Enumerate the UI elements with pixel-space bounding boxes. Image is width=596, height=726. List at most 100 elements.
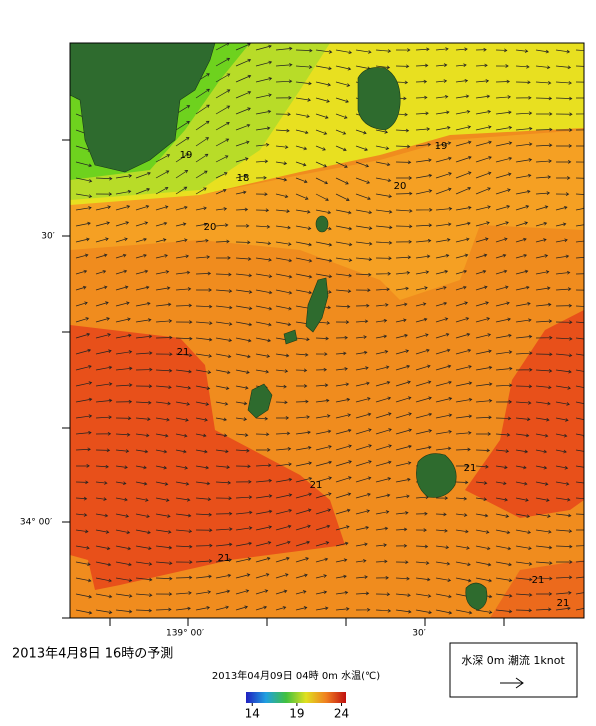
current-arrow (115, 561, 132, 567)
current-arrow (555, 417, 569, 422)
current-arrow (215, 138, 230, 147)
current-arrow (535, 607, 552, 612)
current-arrow (155, 205, 169, 211)
current-arrow (235, 573, 251, 579)
current-arrow (455, 237, 470, 243)
current-arrow (135, 318, 152, 323)
current-arrow (235, 257, 252, 261)
contour-label: 21 (218, 553, 231, 564)
current-arrow (415, 396, 432, 403)
current-arrow (275, 128, 290, 133)
current-arrow (535, 65, 551, 70)
current-arrow (135, 529, 151, 535)
current-arrow (235, 91, 252, 99)
current-arrow (75, 430, 92, 435)
lon-label: 30′ (412, 629, 426, 639)
contour-label: 21 (532, 575, 545, 586)
current-arrow (475, 301, 489, 307)
current-arrow (435, 238, 451, 243)
current-arrow (355, 257, 373, 262)
current-arrow (115, 593, 133, 598)
current-arrow (155, 401, 171, 406)
current-arrow (355, 303, 370, 308)
current-arrow (335, 129, 347, 135)
current-arrow (275, 209, 290, 213)
current-arrow (155, 417, 170, 422)
colorbar-ticks: 14 19 24 (245, 703, 349, 721)
current-arrow (235, 174, 248, 179)
current-arrow (215, 465, 231, 469)
current-arrow (235, 43, 251, 51)
current-arrow (155, 186, 169, 195)
current-arrow (315, 524, 331, 531)
colorbar (246, 692, 346, 703)
current-arrow (315, 336, 329, 341)
current-arrow (575, 161, 584, 163)
current-arrow (315, 193, 329, 201)
current-arrow (515, 513, 531, 519)
current-arrow (575, 465, 584, 468)
current-arrow (535, 159, 552, 163)
current-arrow (375, 271, 392, 276)
red-zone (70, 325, 345, 590)
current-arrow (215, 433, 228, 438)
current-arrow (255, 463, 272, 468)
current-arrow (235, 448, 250, 453)
current-arrow (115, 221, 130, 227)
current-arrow (235, 305, 253, 311)
current-arrow (275, 79, 293, 84)
current-arrow (355, 444, 372, 451)
current-arrow (115, 237, 128, 243)
current-arrow (195, 543, 213, 548)
current-arrow (375, 380, 391, 387)
current-arrow (295, 430, 311, 435)
current-arrow (335, 209, 352, 215)
current-arrow (355, 559, 367, 563)
current-arrow (475, 529, 490, 534)
current-arrow (155, 545, 173, 550)
current-arrow (375, 161, 391, 167)
current-arrow (375, 608, 392, 613)
current-arrow (95, 593, 113, 599)
current-arrow (295, 368, 308, 373)
current-arrow (575, 206, 584, 211)
current-arrow (255, 273, 273, 279)
current-arrow (475, 609, 493, 614)
current-arrow (395, 270, 411, 275)
current-arrow (415, 445, 432, 451)
current-arrow (215, 449, 229, 454)
current-arrow (275, 273, 293, 279)
current-arrow (495, 513, 510, 518)
current-arrow (215, 573, 232, 579)
map-area: 19 18 19 20 20 21 21 21 21 21 21 (70, 43, 584, 618)
current-arrow (475, 415, 492, 420)
current-arrow (135, 171, 151, 179)
current-arrow (555, 513, 572, 518)
current-arrow (375, 559, 388, 564)
current-arrow (435, 126, 451, 131)
current-arrow (315, 257, 333, 263)
warm-zone (70, 130, 584, 300)
current-arrow (335, 508, 351, 515)
current-arrow (175, 401, 191, 406)
current-arrow (395, 543, 408, 548)
current-arrow (415, 189, 433, 195)
current-arrow (355, 460, 372, 467)
current-arrow (535, 529, 552, 534)
current-arrow (495, 481, 507, 486)
current-arrow (395, 191, 413, 196)
current-arrow (295, 508, 312, 515)
current-arrow (395, 412, 412, 419)
current-arrow (135, 497, 149, 502)
current-arrow (335, 382, 350, 387)
current-arrow (375, 493, 391, 499)
current-arrow (255, 448, 271, 452)
current-arrow (295, 606, 308, 611)
current-arrow (515, 221, 529, 227)
current-arrow (515, 497, 529, 502)
current-arrow (215, 305, 233, 310)
current-arrow (435, 301, 448, 307)
current-arrow (115, 350, 133, 355)
current-arrow (275, 524, 292, 531)
current-arrow (535, 401, 551, 406)
